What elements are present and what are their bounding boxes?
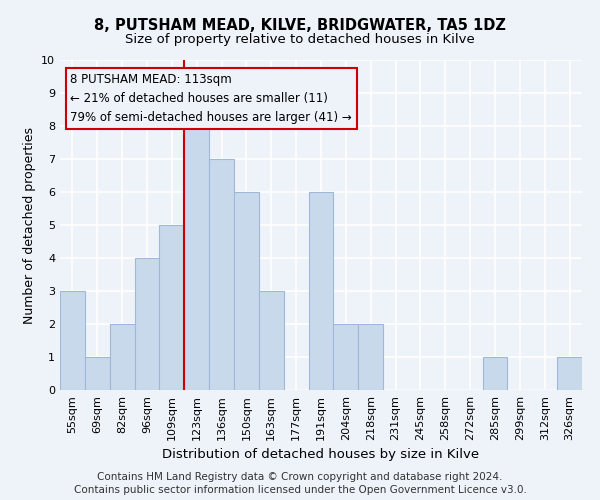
X-axis label: Distribution of detached houses by size in Kilve: Distribution of detached houses by size … bbox=[163, 448, 479, 462]
Text: 8, PUTSHAM MEAD, KILVE, BRIDGWATER, TA5 1DZ: 8, PUTSHAM MEAD, KILVE, BRIDGWATER, TA5 … bbox=[94, 18, 506, 32]
Bar bbox=[358, 324, 383, 390]
Text: Contains HM Land Registry data © Crown copyright and database right 2024.: Contains HM Land Registry data © Crown c… bbox=[97, 472, 503, 482]
Text: Contains public sector information licensed under the Open Government Licence v3: Contains public sector information licen… bbox=[74, 485, 526, 495]
Bar bbox=[482, 357, 508, 390]
Bar bbox=[134, 258, 160, 390]
Bar bbox=[557, 357, 582, 390]
Bar bbox=[184, 126, 209, 390]
Bar bbox=[308, 192, 334, 390]
Bar bbox=[110, 324, 134, 390]
Bar bbox=[209, 159, 234, 390]
Bar bbox=[60, 291, 85, 390]
Text: 8 PUTSHAM MEAD: 113sqm
← 21% of detached houses are smaller (11)
79% of semi-det: 8 PUTSHAM MEAD: 113sqm ← 21% of detached… bbox=[70, 73, 352, 124]
Bar bbox=[234, 192, 259, 390]
Text: Size of property relative to detached houses in Kilve: Size of property relative to detached ho… bbox=[125, 32, 475, 46]
Bar bbox=[85, 357, 110, 390]
Bar bbox=[160, 225, 184, 390]
Y-axis label: Number of detached properties: Number of detached properties bbox=[23, 126, 35, 324]
Bar bbox=[259, 291, 284, 390]
Bar bbox=[334, 324, 358, 390]
